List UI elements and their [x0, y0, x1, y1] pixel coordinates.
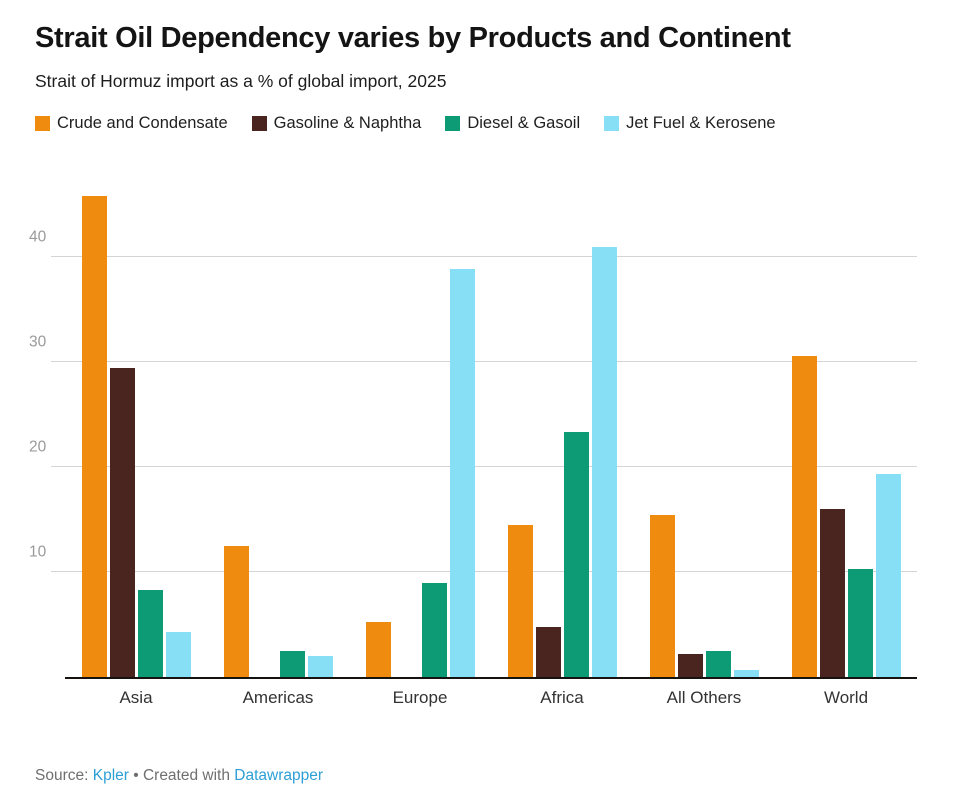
legend-label: Diesel & Gasoil — [467, 114, 581, 133]
legend-label: Jet Fuel & Kerosene — [626, 114, 776, 133]
chart-area: 10 20 30 40 Asia Americas Europe Africa All Oth… — [29, 173, 917, 708]
chart-title: Strait Oil Dependency varies by Products… — [35, 22, 791, 54]
bar[interactable] — [847, 569, 873, 678]
bar[interactable] — [421, 582, 447, 678]
bar-group-europe — [349, 173, 491, 678]
source-link[interactable]: Kpler — [92, 767, 129, 784]
bar[interactable] — [677, 654, 703, 678]
bar-groups — [65, 173, 917, 678]
legend-swatch — [35, 116, 50, 132]
bar[interactable] — [307, 656, 333, 678]
legend: Crude and Condensate Gasoline & Naphtha Di… — [35, 114, 945, 133]
x-axis-label: Africa — [540, 688, 584, 708]
y-tick-label: 30 — [29, 333, 47, 351]
legend-swatch — [251, 116, 267, 132]
bar[interactable] — [109, 367, 135, 678]
legend-item: Diesel & Gasoil — [445, 114, 580, 133]
legend-swatch — [445, 116, 461, 132]
x-axis-label: Europe — [392, 688, 448, 708]
bar[interactable] — [449, 268, 475, 678]
x-axis-label: Asia — [119, 688, 153, 708]
bar[interactable] — [563, 431, 589, 678]
legend-item: Gasoline & Naphtha — [251, 114, 422, 133]
bar-group-world — [775, 173, 917, 678]
gridline — [51, 256, 917, 258]
bar[interactable] — [279, 651, 305, 678]
bar[interactable] — [733, 670, 759, 678]
bar[interactable] — [819, 509, 845, 678]
chart-subtitle: Strait of Hormuz import as a % of global… — [35, 71, 447, 92]
attribution-text: • Created with — [128, 767, 235, 784]
bar[interactable] — [507, 525, 533, 678]
bar[interactable] — [365, 621, 391, 678]
gridline — [51, 466, 917, 468]
x-axis-label: World — [823, 688, 869, 708]
y-tick-label: 40 — [29, 228, 47, 246]
legend-item: Jet Fuel & Kerosene — [604, 114, 776, 133]
y-tick-label: 20 — [29, 438, 47, 456]
legend-swatch — [604, 116, 620, 132]
x-axis-label: Americas — [242, 688, 314, 708]
x-axis-label: All Others — [666, 688, 742, 708]
legend-label: Crude and Condensate — [57, 114, 228, 133]
legend-item: Crude and Condensate — [35, 114, 228, 133]
gridline — [51, 361, 917, 363]
y-tick-label: 10 — [29, 543, 47, 561]
bar-group-asia — [65, 173, 207, 678]
source-label: Source: — [35, 767, 93, 784]
bar[interactable] — [875, 473, 901, 678]
bar[interactable] — [791, 356, 817, 678]
gridline — [51, 571, 917, 573]
plot-area: 10 20 30 40 — [29, 173, 917, 680]
bar-group-africa — [491, 173, 633, 678]
legend-label: Gasoline & Naphtha — [273, 114, 422, 133]
bar[interactable] — [535, 626, 561, 678]
bar[interactable] — [165, 632, 191, 678]
tool-link[interactable]: Datawrapper — [234, 767, 324, 784]
footer: Source: Kpler • Created with Datawrapper — [35, 767, 323, 785]
bar-group-all-others — [633, 173, 775, 678]
bar[interactable] — [591, 246, 617, 678]
bar[interactable] — [223, 546, 249, 678]
bar-group-americas — [207, 173, 349, 678]
x-axis-labels: Asia Americas Europe Africa All Others World — [65, 688, 917, 708]
bar[interactable] — [81, 196, 107, 678]
bar[interactable] — [705, 651, 731, 678]
bar[interactable] — [649, 514, 675, 678]
bar[interactable] — [137, 590, 163, 678]
